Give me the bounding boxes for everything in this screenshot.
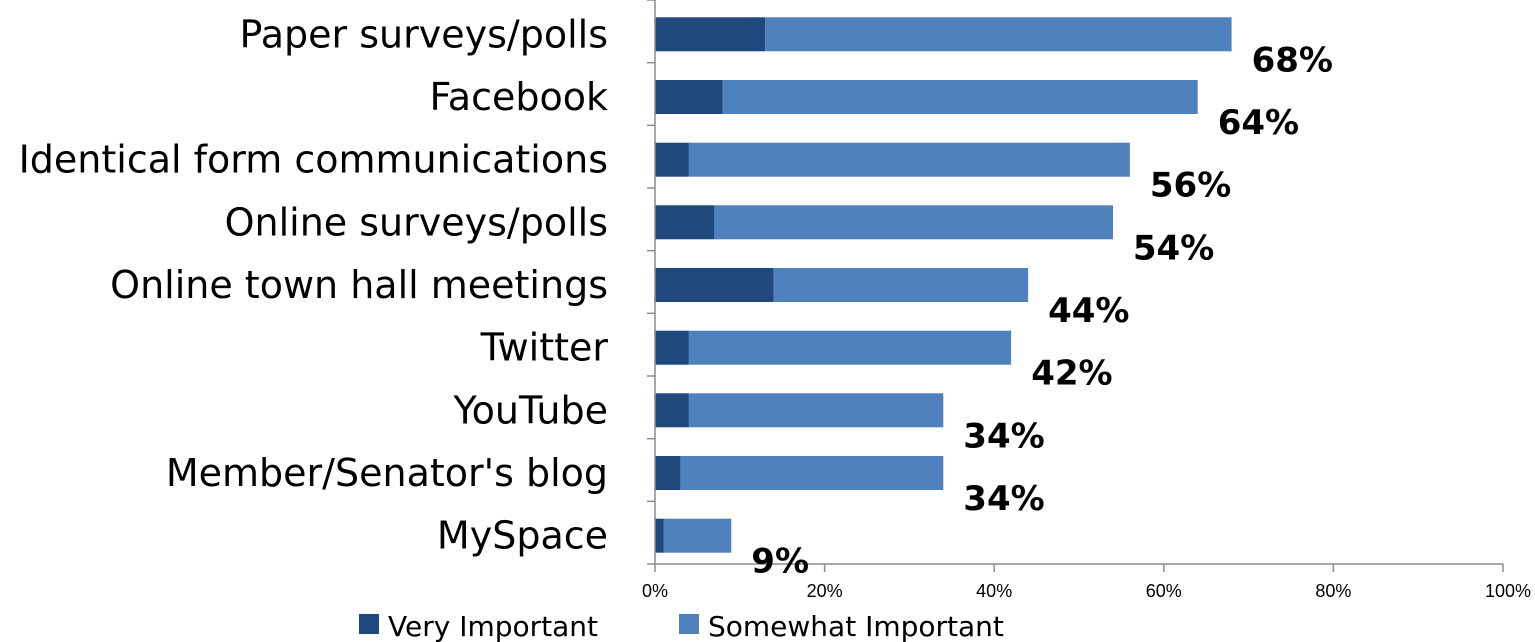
legend-swatch-somewhat-important <box>679 614 699 634</box>
category-label: MySpace <box>437 514 608 558</box>
category-label: Paper surveys/polls <box>240 12 608 56</box>
data-label: 34% <box>963 479 1044 519</box>
bar-segment-very-important <box>655 17 766 52</box>
legend: Very Important Somewhat Important <box>359 610 1004 642</box>
legend-swatch-very-important <box>359 614 379 634</box>
category-label: Online surveys/polls <box>225 200 608 244</box>
x-tick-label: 60% <box>1146 581 1182 601</box>
labels-layer: Paper surveys/polls 68% Facebook 64% Identic… <box>19 12 1333 581</box>
data-label: 64% <box>1218 103 1299 143</box>
data-label: 42% <box>1031 354 1112 394</box>
x-tick-label: 80% <box>1315 581 1351 601</box>
bar-segment-somewhat-important <box>765 17 1232 52</box>
data-label: 68% <box>1252 40 1333 80</box>
bar-segment-somewhat-important <box>688 142 1130 177</box>
bar-segment-very-important <box>655 142 689 177</box>
bar-segment-somewhat-important <box>680 456 944 490</box>
bar-segment-somewhat-important <box>714 205 1113 240</box>
bar-segment-very-important <box>655 393 689 428</box>
x-tick-label: 20% <box>807 581 843 601</box>
bars-layer <box>655 17 1232 553</box>
data-label: 56% <box>1150 166 1231 206</box>
bar-segment-somewhat-important <box>688 393 944 428</box>
data-label: 54% <box>1133 228 1214 268</box>
legend-label-somewhat-important: Somewhat Important <box>708 610 1004 642</box>
bar-segment-somewhat-important <box>663 518 732 553</box>
bar-segment-somewhat-important <box>773 268 1029 302</box>
bar-segment-very-important <box>655 518 664 553</box>
bar-segment-very-important <box>655 80 723 114</box>
category-label: Identical form communications <box>19 138 608 182</box>
category-label: Member/Senator's blog <box>166 451 608 495</box>
bar-segment-very-important <box>655 205 715 240</box>
bar-segment-very-important <box>655 330 689 365</box>
data-label: 34% <box>963 416 1044 456</box>
category-label: Twitter <box>480 326 609 370</box>
data-label: 9% <box>751 542 809 582</box>
bar-segment-somewhat-important <box>722 80 1198 114</box>
bar-segment-somewhat-important <box>688 330 1012 365</box>
legend-label-very-important: Very Important <box>388 610 598 642</box>
x-tick-label: 100% <box>1485 581 1531 601</box>
bar-segment-very-important <box>655 456 681 490</box>
category-label: Online town hall meetings <box>110 263 608 307</box>
category-label: Facebook <box>429 75 608 119</box>
category-label: YouTube <box>452 388 608 432</box>
x-tick-label: 40% <box>976 581 1012 601</box>
bar-segment-very-important <box>655 268 774 302</box>
axes: 0% 20% 40% 60% 80% 100% <box>642 0 1531 601</box>
x-tick-label: 0% <box>642 581 668 601</box>
data-label: 44% <box>1048 291 1129 331</box>
